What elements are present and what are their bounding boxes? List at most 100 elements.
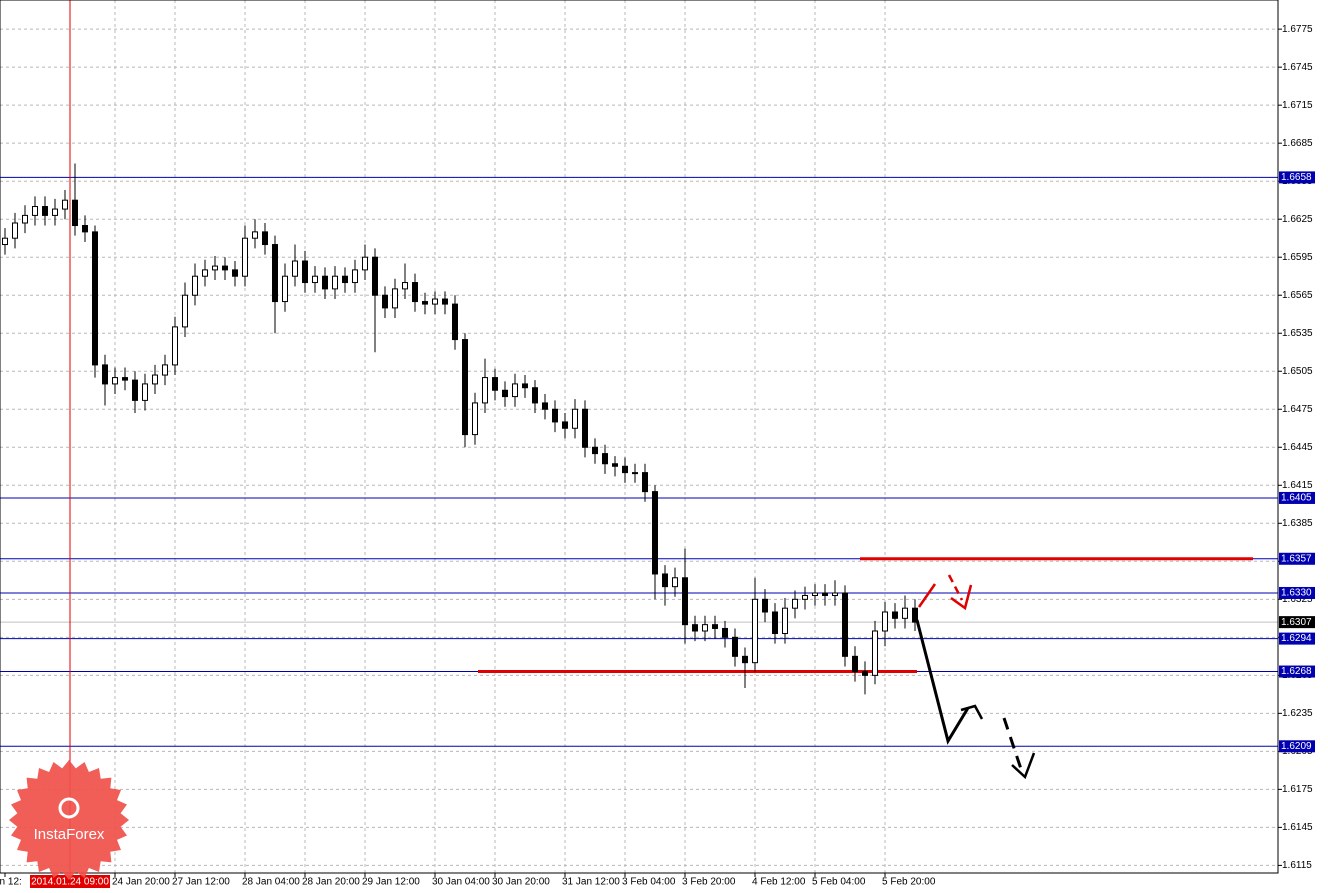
candle-body bbox=[502, 389, 508, 398]
candle-body bbox=[412, 282, 418, 303]
annotations bbox=[915, 574, 1036, 780]
candle-body bbox=[912, 607, 918, 623]
candle-body bbox=[702, 624, 708, 632]
y-tick-label: 1.6715 bbox=[1282, 100, 1313, 111]
candle-body bbox=[402, 282, 408, 290]
candle-body bbox=[392, 288, 398, 309]
candle-body bbox=[492, 377, 498, 391]
candle-body bbox=[352, 269, 358, 284]
candle-body bbox=[382, 294, 388, 309]
y-tick-label: 1.6745 bbox=[1282, 62, 1313, 73]
forecast-arrowhead bbox=[960, 704, 984, 720]
candle-body bbox=[612, 463, 618, 467]
candle-body bbox=[462, 339, 468, 436]
candle-body bbox=[512, 383, 518, 398]
x-tick-label: 31 Jan 12:00 bbox=[562, 877, 620, 888]
level-label-box bbox=[1279, 740, 1315, 753]
candle-body bbox=[82, 225, 88, 233]
candle-body bbox=[202, 269, 208, 277]
y-tick-label: 1.6565 bbox=[1282, 290, 1313, 301]
level-label-box bbox=[1279, 632, 1315, 645]
x-tick-label: 3 Feb 20:00 bbox=[682, 877, 736, 888]
candle-body bbox=[312, 275, 318, 284]
candle-body bbox=[762, 598, 768, 613]
level-label: 1.6294 bbox=[1281, 633, 1312, 644]
candle-body bbox=[192, 275, 198, 296]
candle-body bbox=[552, 408, 558, 423]
candle-body bbox=[892, 611, 898, 619]
candle-body bbox=[812, 592, 818, 597]
candle-body bbox=[712, 624, 718, 629]
candle-body bbox=[832, 592, 838, 597]
logo-icon bbox=[58, 797, 80, 819]
candle-body bbox=[12, 222, 18, 239]
candle-body bbox=[692, 624, 698, 632]
x-tick-label: 29 Jan 12:00 bbox=[362, 877, 420, 888]
y-tick-label: 1.6535 bbox=[1282, 328, 1313, 339]
candle-body bbox=[162, 364, 168, 376]
candle-body bbox=[482, 377, 488, 404]
grid bbox=[0, 0, 1278, 873]
candle-body bbox=[842, 592, 848, 657]
candle-body bbox=[882, 611, 888, 632]
level-label: 1.6268 bbox=[1281, 666, 1312, 677]
candle-body bbox=[332, 275, 338, 290]
candle-body bbox=[452, 303, 458, 341]
level-label-box bbox=[1279, 491, 1315, 504]
candle-body bbox=[122, 377, 128, 381]
candle-body bbox=[822, 592, 828, 597]
date-marker-label: 2014.01.24 09:00 bbox=[31, 877, 109, 888]
candle-body bbox=[372, 256, 378, 296]
candle-body bbox=[232, 269, 238, 277]
candle-body bbox=[652, 491, 658, 575]
candle-body bbox=[142, 383, 148, 401]
candle-body bbox=[102, 364, 108, 385]
y-tick-label: 1.6685 bbox=[1282, 138, 1313, 149]
forecast-dashed bbox=[1002, 717, 1024, 773]
y-tick-label: 1.6325 bbox=[1282, 594, 1313, 605]
logo: InstaForex bbox=[9, 760, 129, 880]
logo-text: InstaForex bbox=[34, 826, 105, 843]
x-tick-label: 28 Jan 04:00 bbox=[242, 877, 300, 888]
x-tick-label: 24 Jan 20:00 bbox=[112, 877, 170, 888]
candle-body bbox=[752, 598, 758, 664]
levels bbox=[0, 176, 1278, 747]
forecast-arrow bbox=[915, 619, 970, 745]
candle-body bbox=[92, 231, 98, 366]
candle-body bbox=[72, 199, 78, 227]
y-tick-label: 1.6505 bbox=[1282, 366, 1313, 377]
candle-body bbox=[562, 421, 568, 429]
candle-body bbox=[852, 655, 858, 673]
level-label-box bbox=[1279, 552, 1315, 565]
x-tick-label: 5 Feb 04:00 bbox=[812, 877, 866, 888]
price-label: 1.6307 bbox=[1281, 617, 1312, 628]
candle-body bbox=[532, 387, 538, 404]
candle-body bbox=[682, 577, 688, 626]
plot-border bbox=[0, 0, 1279, 874]
x-tick-label: 3 Feb 04:00 bbox=[622, 877, 676, 888]
level-label-box bbox=[1279, 586, 1315, 599]
y-tick-label: 1.6625 bbox=[1282, 214, 1313, 225]
candle-body bbox=[442, 298, 448, 305]
candle-body bbox=[772, 611, 778, 635]
candle-body bbox=[242, 237, 248, 277]
candle-body bbox=[362, 256, 368, 271]
candles bbox=[2, 163, 918, 695]
candle-body bbox=[592, 446, 598, 455]
candle-body bbox=[802, 595, 808, 600]
candle-body bbox=[582, 408, 588, 448]
candle-body bbox=[22, 214, 28, 224]
candle-body bbox=[422, 301, 428, 305]
logo-badge bbox=[9, 760, 129, 880]
candle-body bbox=[782, 607, 788, 635]
y-tick-label: 1.6775 bbox=[1282, 24, 1313, 35]
candle-body bbox=[32, 206, 38, 216]
y-tick-label: 1.6415 bbox=[1282, 480, 1313, 491]
candle-body bbox=[172, 326, 178, 366]
candle-body bbox=[732, 636, 738, 657]
x-tick-label: 5 Feb 20:00 bbox=[882, 877, 936, 888]
candle-body bbox=[792, 598, 798, 609]
